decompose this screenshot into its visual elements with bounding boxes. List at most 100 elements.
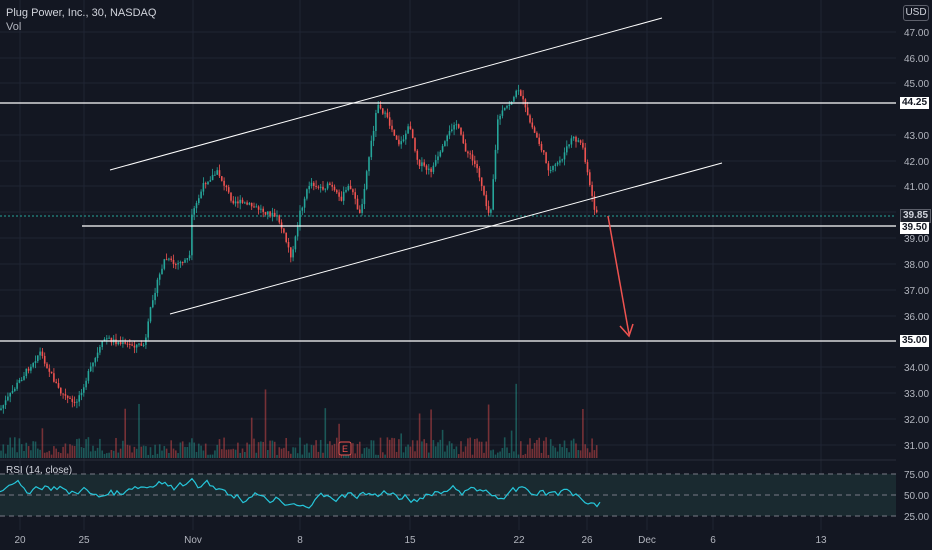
symbol-title[interactable]: Plug Power, Inc., 30, NASDAQ xyxy=(6,7,157,19)
candle-body xyxy=(248,202,251,205)
candle-body xyxy=(388,117,391,126)
price-channel[interactable] xyxy=(109,17,723,315)
candle-body xyxy=(209,180,212,182)
volume-bar xyxy=(425,443,428,458)
volume-bar xyxy=(561,447,563,458)
candle-body xyxy=(99,346,101,353)
candle-body xyxy=(37,355,39,362)
channel-lower-line[interactable] xyxy=(169,162,723,315)
earnings-badge[interactable]: E xyxy=(338,441,352,456)
candle-body xyxy=(568,144,570,147)
candle-body xyxy=(30,366,32,371)
volume-bar xyxy=(239,452,241,458)
volume-bar xyxy=(556,451,559,458)
volume-bar xyxy=(414,451,416,458)
candle-body xyxy=(363,188,366,205)
volume-bar xyxy=(368,448,370,458)
price-axis-label: 41.00 xyxy=(904,182,929,193)
horizontal-levels[interactable] xyxy=(0,102,896,342)
volume-bar xyxy=(506,447,508,458)
candle-body xyxy=(202,183,205,192)
volume-bar xyxy=(198,443,200,458)
candle-body xyxy=(260,208,262,210)
candle-body xyxy=(7,396,9,401)
candle-body xyxy=(124,342,126,344)
candle-body xyxy=(522,95,524,100)
candle-body xyxy=(501,110,504,116)
candle-body xyxy=(483,186,485,195)
candle-body xyxy=(494,149,497,180)
volume-bar xyxy=(287,451,290,458)
time-axis-label: 25 xyxy=(78,535,90,546)
volume-bar xyxy=(89,451,92,458)
volume-bar xyxy=(382,452,384,458)
candle-body xyxy=(543,150,545,153)
candle-body xyxy=(345,190,347,192)
candle-body xyxy=(361,204,363,213)
candle-body xyxy=(570,138,573,145)
volume-bar xyxy=(0,450,2,458)
candle-body xyxy=(122,342,124,344)
candle-body xyxy=(89,366,92,372)
candle-body xyxy=(566,146,568,153)
volume-bar xyxy=(99,438,101,458)
volume-bar xyxy=(255,452,258,458)
volume-bar xyxy=(269,440,271,458)
candle-body xyxy=(349,185,352,190)
currency-badge[interactable]: USD xyxy=(903,5,929,21)
candle-body xyxy=(322,186,324,190)
volume-bar xyxy=(315,440,317,458)
candle-body xyxy=(526,107,529,116)
candle-body xyxy=(356,198,359,210)
volume-bar xyxy=(377,454,379,458)
candle-body xyxy=(115,339,117,345)
candle-body xyxy=(218,170,221,177)
candle-body xyxy=(329,183,331,185)
candle-body xyxy=(234,201,237,204)
level-tag-39-50: 39.50 xyxy=(900,222,930,234)
candle-body xyxy=(462,134,465,144)
volume-bar xyxy=(478,441,481,458)
projection-arrow[interactable] xyxy=(607,215,634,338)
candle-body xyxy=(379,104,382,109)
candle-body xyxy=(119,342,122,344)
candle-body xyxy=(575,136,577,142)
rsi-indicator-label[interactable]: RSI (14, close) xyxy=(6,465,73,476)
volume-bar xyxy=(292,447,294,458)
candle-body xyxy=(294,236,297,250)
candle-body xyxy=(117,342,120,345)
volume-bar xyxy=(188,442,191,458)
price-axis[interactable]: 47.00 46.00 45.00 43.00 42.00 41.00 39.00 38.00… xyxy=(904,28,929,452)
candle-body xyxy=(591,184,593,196)
volume-bar xyxy=(568,452,570,458)
volume-bar xyxy=(87,437,90,458)
candle-body xyxy=(439,151,442,157)
volume-bar xyxy=(370,440,373,458)
time-axis[interactable]: 20 25 Nov 8 15 22 26 Dec 6 13 xyxy=(14,535,827,546)
candle-body xyxy=(515,90,517,97)
candle-body xyxy=(262,208,264,212)
candle-body xyxy=(2,405,5,409)
volume-bar xyxy=(267,449,269,458)
volume-bar xyxy=(354,453,356,458)
candle-body xyxy=(589,172,591,185)
candle-body xyxy=(71,398,74,402)
volume-bar xyxy=(345,453,347,458)
rsi-line xyxy=(0,477,601,509)
candle-body xyxy=(310,182,313,187)
candle-body xyxy=(232,200,235,204)
candle-body xyxy=(198,198,200,204)
channel-upper-line[interactable] xyxy=(109,17,663,171)
volume-bar xyxy=(471,454,474,458)
candle-body xyxy=(108,337,110,339)
volume-bar xyxy=(365,447,368,458)
volume-bar xyxy=(531,448,534,458)
volume-bar xyxy=(209,454,212,458)
volume-bar xyxy=(503,437,506,458)
volume-bar xyxy=(145,446,147,458)
candle-body xyxy=(78,395,80,402)
volume-label[interactable]: Vol xyxy=(6,21,22,33)
candle-body xyxy=(552,165,554,171)
candle-body xyxy=(554,164,557,166)
